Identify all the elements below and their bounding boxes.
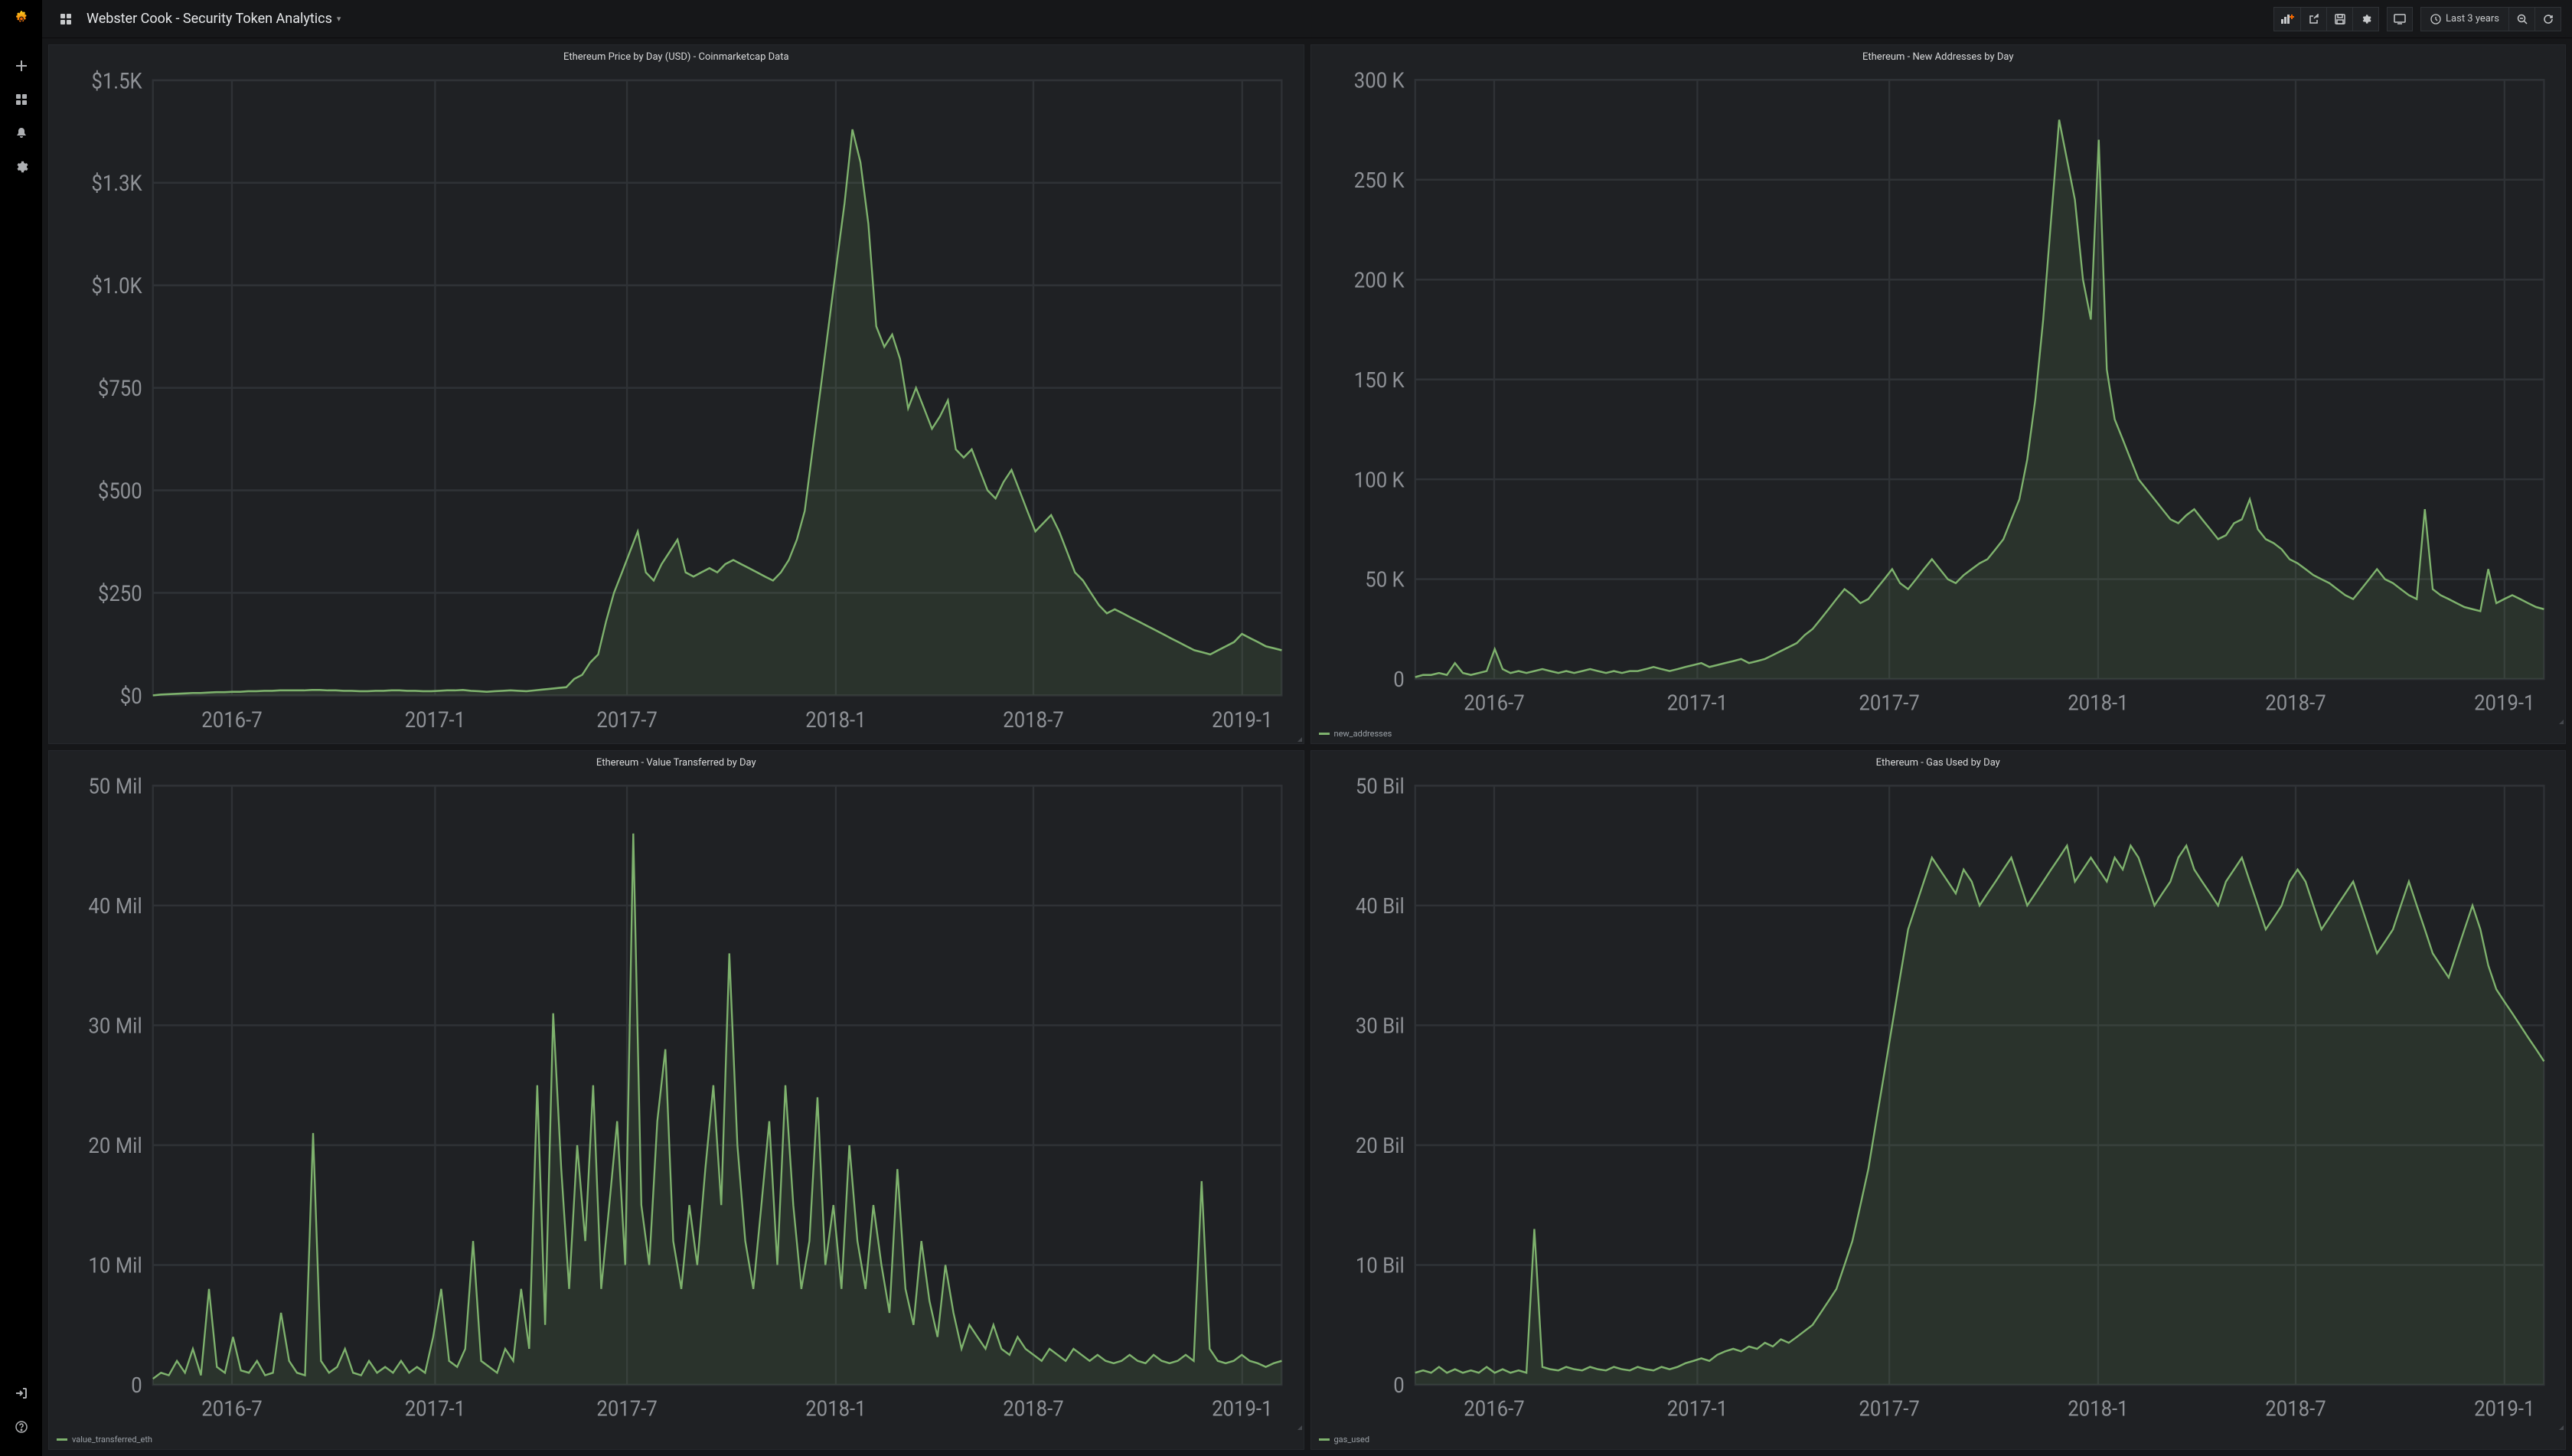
- dashboard-list-button[interactable]: [53, 6, 79, 32]
- svg-text:250 K: 250 K: [1353, 168, 1404, 193]
- settings-button[interactable]: [2353, 7, 2379, 31]
- svg-text:2016-7: 2016-7: [201, 707, 262, 733]
- resize-handle[interactable]: [2557, 718, 2564, 724]
- dashboard-title[interactable]: Webster Cook - Security Token Analytics …: [86, 11, 341, 27]
- svg-text:2016-7: 2016-7: [1464, 1396, 1524, 1422]
- svg-text:2017-1: 2017-1: [405, 707, 465, 733]
- svg-text:2016-7: 2016-7: [201, 1396, 262, 1422]
- svg-text:2018-1: 2018-1: [805, 707, 866, 733]
- help-icon[interactable]: [6, 1412, 37, 1442]
- svg-text:2017-7: 2017-7: [1859, 690, 1919, 716]
- legend-label: new_addresses: [1334, 729, 1392, 739]
- svg-text:2017-1: 2017-1: [405, 1396, 465, 1422]
- config-icon[interactable]: [6, 152, 37, 182]
- chart-legend[interactable]: gas_used: [1311, 1432, 2566, 1449]
- svg-text:2018-7: 2018-7: [2265, 690, 2326, 716]
- svg-text:2018-1: 2018-1: [2068, 1396, 2128, 1422]
- svg-text:2016-7: 2016-7: [1464, 690, 1524, 716]
- legend-label: gas_used: [1334, 1435, 1370, 1445]
- chart-area[interactable]: $0 $250 $500 $750 $1.0K $1.3K $1.5K 2016-7 2017-…: [49, 64, 1304, 743]
- panel-title: Ethereum - New Addresses by Day: [1311, 45, 2566, 64]
- svg-text:$1.0K: $1.0K: [91, 273, 142, 299]
- time-range-button[interactable]: Last 3 years: [2420, 7, 2509, 31]
- legend-label: value_transferred_eth: [72, 1435, 152, 1445]
- svg-text:2018-1: 2018-1: [2068, 690, 2128, 716]
- dashboard-title-text: Webster Cook - Security Token Analytics: [86, 11, 332, 27]
- svg-text:10 Mil: 10 Mil: [88, 1253, 142, 1278]
- chart-area[interactable]: 0 50 K 100 K 150 K 200 K 250 K 300 K 2016-7 2017…: [1311, 64, 2566, 726]
- svg-text:$250: $250: [98, 581, 142, 607]
- svg-text:2018-7: 2018-7: [2265, 1396, 2326, 1422]
- svg-text:$750: $750: [98, 376, 142, 402]
- svg-text:2019-1: 2019-1: [2474, 690, 2534, 716]
- svg-text:40 Mil: 40 Mil: [88, 893, 142, 919]
- svg-text:300 K: 300 K: [1353, 67, 1404, 93]
- resize-handle[interactable]: [1296, 736, 1302, 742]
- legend-swatch: [1319, 733, 1330, 735]
- svg-text:$0: $0: [120, 684, 142, 710]
- share-button[interactable]: [2301, 7, 2327, 31]
- svg-text:200 K: 200 K: [1353, 267, 1404, 292]
- svg-text:2017-7: 2017-7: [1859, 1396, 1919, 1422]
- legend-swatch: [1319, 1438, 1330, 1441]
- svg-text:$1.3K: $1.3K: [91, 171, 142, 197]
- svg-text:0: 0: [1393, 667, 1404, 692]
- refresh-button[interactable]: [2535, 7, 2561, 31]
- panel-title: Ethereum - Gas Used by Day: [1311, 751, 2566, 770]
- svg-text:40 Bil: 40 Bil: [1355, 893, 1404, 919]
- topbar: Webster Cook - Security Token Analytics …: [42, 0, 2572, 38]
- svg-text:0: 0: [131, 1373, 142, 1398]
- panel-title: Ethereum Price by Day (USD) - Coinmarket…: [49, 45, 1304, 64]
- resize-handle[interactable]: [1296, 1424, 1302, 1430]
- svg-text:2017-7: 2017-7: [596, 707, 657, 733]
- svg-text:50 Bil: 50 Bil: [1355, 773, 1404, 798]
- svg-text:$500: $500: [98, 478, 142, 504]
- alerts-icon[interactable]: [6, 118, 37, 149]
- svg-text:2018-7: 2018-7: [1003, 707, 1063, 733]
- svg-text:30 Mil: 30 Mil: [88, 1014, 142, 1039]
- resize-handle[interactable]: [2557, 1424, 2564, 1430]
- add-panel-button[interactable]: [2273, 7, 2301, 31]
- chart-legend[interactable]: new_addresses: [1311, 726, 2566, 743]
- grafana-logo[interactable]: [11, 9, 32, 35]
- svg-text:2018-1: 2018-1: [805, 1396, 866, 1422]
- svg-text:2017-1: 2017-1: [1666, 1396, 1727, 1422]
- caret-down-icon: ▾: [337, 14, 341, 24]
- legend-swatch: [57, 1438, 67, 1441]
- chart-area[interactable]: 0 10 Bil 20 Bil 30 Bil 40 Bil 50 Bil 2016-7 201…: [1311, 770, 2566, 1432]
- svg-text:50 K: 50 K: [1365, 567, 1405, 593]
- chart-legend[interactable]: value_transferred_eth: [49, 1432, 1304, 1449]
- svg-text:2018-7: 2018-7: [1003, 1396, 1063, 1422]
- svg-text:2019-1: 2019-1: [2474, 1396, 2534, 1422]
- svg-text:10 Bil: 10 Bil: [1355, 1253, 1404, 1278]
- dashboards-icon[interactable]: [6, 84, 37, 115]
- panel-title: Ethereum - Value Transferred by Day: [49, 751, 1304, 770]
- panel-grid: Ethereum Price by Day (USD) - Coinmarket…: [42, 38, 2572, 1456]
- svg-text:2017-1: 2017-1: [1666, 690, 1727, 716]
- panel-addresses[interactable]: Ethereum - New Addresses by Day 0 50 K 100 …: [1310, 44, 2567, 744]
- svg-text:2019-1: 2019-1: [1212, 707, 1272, 733]
- svg-text:150 K: 150 K: [1353, 367, 1404, 393]
- zoom-out-button[interactable]: [2509, 7, 2535, 31]
- create-icon[interactable]: [6, 51, 37, 81]
- panel-value[interactable]: Ethereum - Value Transferred by Day 0 10 M…: [48, 750, 1304, 1450]
- tv-mode-button[interactable]: [2387, 7, 2413, 31]
- sidebar: [0, 0, 42, 1456]
- chart-area[interactable]: 0 10 Mil 20 Mil 30 Mil 40 Mil 50 Mil 2016-7 201…: [49, 770, 1304, 1432]
- svg-text:20 Mil: 20 Mil: [88, 1133, 142, 1158]
- main: Webster Cook - Security Token Analytics …: [42, 0, 2572, 1456]
- svg-text:100 K: 100 K: [1353, 467, 1404, 492]
- svg-text:0: 0: [1393, 1373, 1404, 1398]
- svg-text:30 Bil: 30 Bil: [1355, 1014, 1404, 1039]
- svg-text:20 Bil: 20 Bil: [1355, 1133, 1404, 1158]
- save-button[interactable]: [2327, 7, 2353, 31]
- svg-text:2019-1: 2019-1: [1212, 1396, 1272, 1422]
- signin-icon[interactable]: [6, 1378, 37, 1409]
- svg-text:2017-7: 2017-7: [596, 1396, 657, 1422]
- svg-text:50 Mil: 50 Mil: [88, 773, 142, 798]
- time-range-label: Last 3 years: [2446, 13, 2499, 24]
- panel-gas[interactable]: Ethereum - Gas Used by Day 0 10 Bil 20 Bil 3…: [1310, 750, 2567, 1450]
- svg-text:$1.5K: $1.5K: [91, 68, 142, 94]
- panel-price[interactable]: Ethereum Price by Day (USD) - Coinmarket…: [48, 44, 1304, 744]
